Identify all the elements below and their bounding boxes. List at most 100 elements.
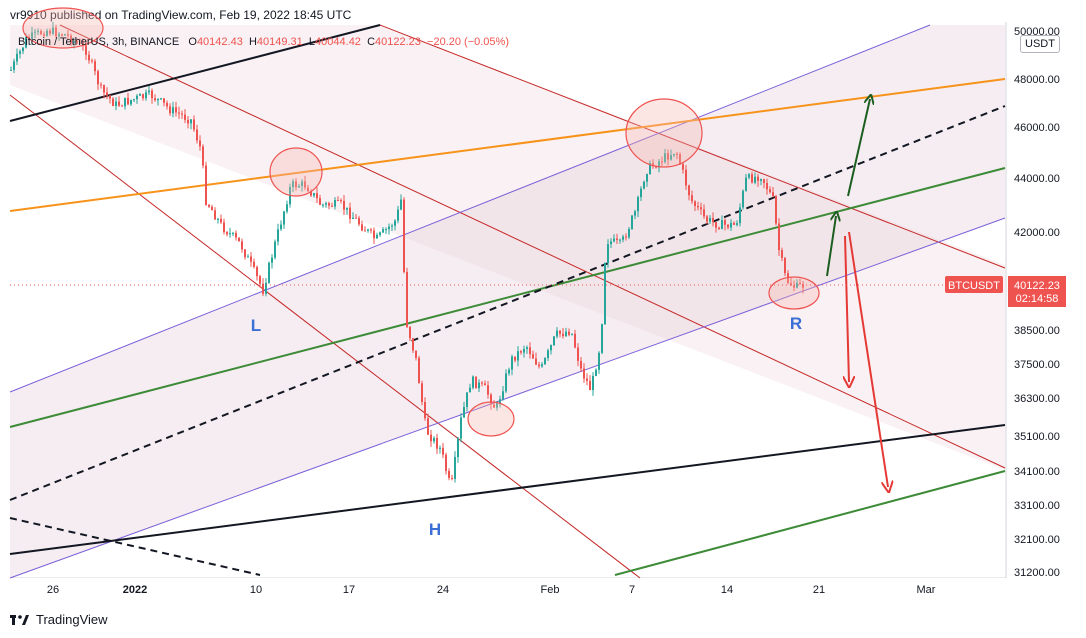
candle-body [634,211,636,216]
highlight-circles [22,7,820,437]
candle-body [688,185,690,196]
candle-body [106,92,108,96]
candle-body [337,200,339,202]
candle-body [100,84,102,86]
candle-body [532,354,534,359]
purple-channel-fill [10,25,1005,578]
candle-body [274,241,276,258]
price-tick-label: 35100.00 [1014,431,1060,443]
candle-body [397,209,399,221]
candle-body [79,42,81,44]
candle-body [295,181,297,188]
price-tag-box [1008,276,1066,307]
currency-badge[interactable]: USDT [1020,35,1060,53]
candle-body [451,477,453,479]
candle-body [685,169,687,186]
candle-body [652,163,654,167]
candle-body [589,380,591,391]
candle-body [121,105,123,107]
price-axis[interactable]: 50000.0048000.0046000.0044000.0042000.00… [1014,26,1060,579]
candle-body [76,40,78,43]
candle-body [118,101,120,106]
candle-body [349,207,351,219]
candle-body [601,324,603,353]
candle-body [430,434,432,442]
green-arrow-small [826,216,836,277]
candle-body [199,140,201,147]
candle-body [145,92,147,99]
candle-body [55,27,57,37]
candle-body [772,192,774,197]
price-tick-label: 31200.00 [1014,567,1060,579]
candle-body [46,30,48,36]
candle-body [193,119,195,130]
candle-body [475,376,477,389]
black-upper-line [9,24,381,122]
candle-body [556,330,558,337]
candle-body [622,236,624,240]
candle-body [478,382,480,389]
candle-body [280,224,282,230]
price-tick-label: 33100.00 [1014,500,1060,512]
candle-body [160,98,162,100]
candle-body [718,227,720,230]
candle-body [40,30,42,35]
candle-body [64,34,66,36]
candle-body [124,97,126,107]
candle-body [613,238,615,242]
price-tick-label: 34100.00 [1014,466,1060,478]
candle-body [625,236,627,238]
candle-body [235,232,237,238]
candle-body [88,54,90,61]
candle-body [271,257,273,263]
last-price-tag: BTCUSDT 40122.23 02:14:58 [945,276,1066,307]
red-channel-upper [379,24,1006,269]
candle-body [22,47,24,52]
candle-body [154,98,156,101]
candle-body [163,98,165,103]
candle-body [508,369,510,374]
candle-body [115,101,117,106]
candle-body [796,282,798,288]
price-tag-value: 40122.23 [1014,280,1060,292]
red-channel-fill [10,25,1005,470]
candle-body [184,114,186,120]
candle-body [541,364,543,367]
price-tick-label: 37500.00 [1014,359,1060,371]
candle-body [130,99,132,105]
red-channel-lower [9,94,641,579]
candle-body [721,220,723,230]
candle-body [229,233,231,235]
time-tick-label: 14 [721,584,733,596]
change-value: −20.20 (−0.05%) [427,36,509,48]
candle-body [220,218,222,223]
candle-body [517,351,519,361]
candle-body [283,211,285,225]
candle-body [157,98,159,101]
candle-body [151,90,153,99]
price-tick-label: 38500.00 [1014,325,1060,337]
candle-body [148,90,150,93]
circle-low [467,401,515,437]
candle-body [646,174,648,182]
purple-channel-lower [9,217,1006,579]
candle-body [361,224,363,231]
candle-body [406,271,408,327]
time-axis[interactable]: 26 2022 10 17 24 Feb 7 14 21 Mar [47,584,936,596]
candle-body [379,232,381,235]
candle-body [310,191,312,196]
candle-body [610,241,612,245]
black-lower-line [9,424,1006,555]
candle-body [784,257,786,274]
candle-body [358,218,360,225]
candle-body [202,146,204,166]
label-head: H [429,520,441,539]
candle-body [67,34,69,36]
candle-body [211,206,213,211]
candle-body [511,356,513,370]
candle-body [472,376,474,388]
low-label: L [308,36,316,48]
candle-body [205,165,207,205]
candle-body [607,244,609,263]
